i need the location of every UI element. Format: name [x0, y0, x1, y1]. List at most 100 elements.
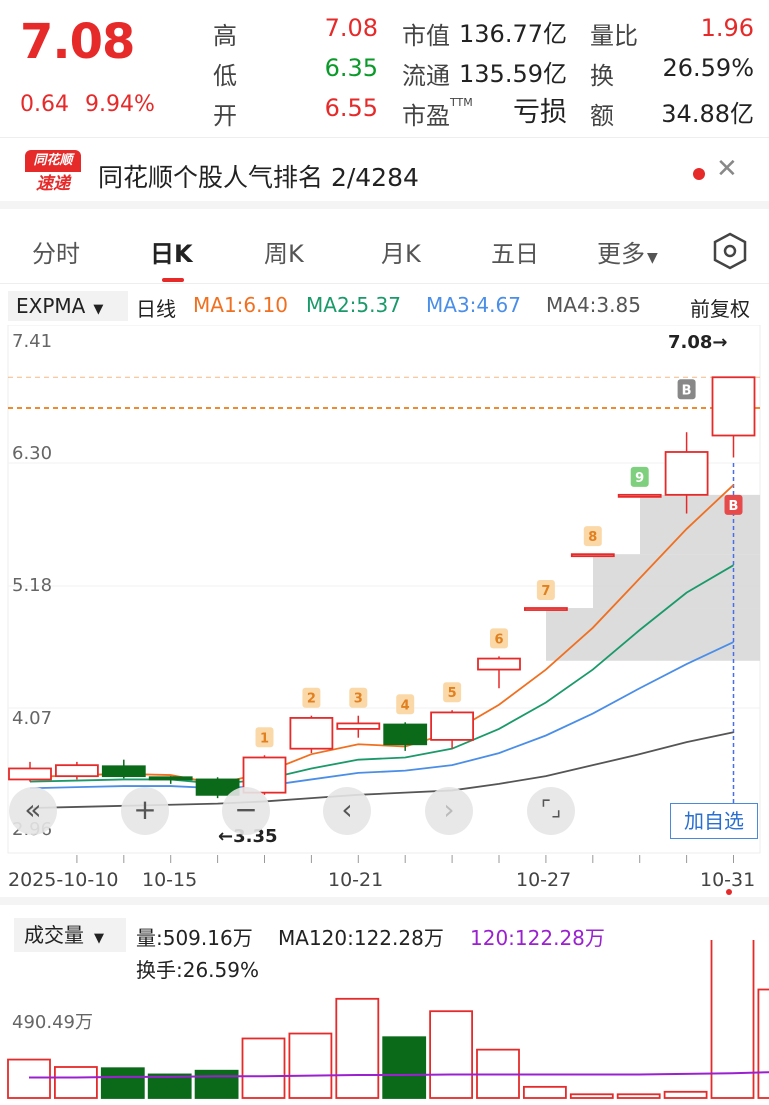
- volume-ratio-label: 量比: [590, 22, 638, 50]
- candle-body: [430, 711, 475, 741]
- candle-body: [524, 607, 568, 611]
- high-price-marker: 7.08→: [668, 332, 728, 353]
- volume-bar: [710, 940, 755, 1099]
- volume-bar: [335, 997, 380, 1099]
- candle-body: [477, 657, 521, 671]
- y-tick-label: 6.30: [12, 443, 53, 464]
- high-value: 7.08: [324, 14, 378, 42]
- signal-marker-label: B: [682, 383, 692, 398]
- close-icon[interactable]: ✕: [716, 154, 738, 184]
- signal-marker-label: 7: [541, 584, 550, 599]
- volume-chart[interactable]: 490.49万: [0, 940, 769, 1105]
- ma1-label: MA1:6.10: [193, 293, 288, 317]
- signal-marker-label: 6: [494, 632, 503, 647]
- volume-bar: [523, 1085, 567, 1099]
- period-tabs: 分时 日K 周K 月K 五日 更多 ▼: [0, 218, 769, 284]
- candle-body: [664, 451, 709, 496]
- ma2-label: MA2:5.37: [306, 293, 401, 317]
- tab-monthly-k[interactable]: 月K: [381, 240, 421, 268]
- signal-marker-label: 4: [401, 698, 410, 713]
- market-cap-label: 市值: [402, 22, 450, 50]
- volume-ma120: MA120:122.28万: [278, 926, 444, 950]
- dropdown-triangle-icon: ▼: [93, 302, 104, 317]
- float-cap-label: 流通: [402, 62, 450, 90]
- candle-body: [55, 764, 99, 778]
- add-watchlist-button[interactable]: 加自选: [670, 803, 758, 839]
- dropdown-triangle-icon: ▼: [647, 250, 658, 266]
- quote-header: 7.08 0.64 9.94% 高 7.08 低 6.35 开 6.55 市值 …: [0, 0, 769, 135]
- active-tab-indicator: [162, 278, 184, 282]
- signal-marker: [490, 628, 508, 649]
- tab-intraday[interactable]: 分时: [32, 240, 80, 268]
- volume-bar: [382, 1036, 427, 1099]
- signal-marker: [443, 682, 462, 703]
- volume-bar: [757, 988, 769, 1099]
- candle-body: [711, 376, 756, 437]
- signal-marker-label: 9: [635, 471, 644, 486]
- latest-date-dot-icon: [726, 889, 732, 895]
- y-tick-label: 5.18: [12, 575, 53, 596]
- candle-body: [8, 767, 52, 781]
- plus-icon[interactable]: +: [121, 787, 169, 835]
- resistance-zone: [546, 608, 760, 661]
- volume-ratio-value: 1.96: [700, 14, 754, 42]
- signal-marker: [536, 580, 555, 601]
- signal-marker: [724, 494, 743, 515]
- ma4-label: MA4:3.85: [546, 293, 641, 317]
- adjust-mode[interactable]: 前复权: [690, 297, 750, 321]
- volume-selector[interactable]: 成交量 ▼: [14, 918, 126, 952]
- chevron-right-icon[interactable]: ›: [425, 787, 473, 835]
- tab-five-day[interactable]: 五日: [491, 240, 539, 268]
- volume-bar: [569, 1093, 614, 1099]
- indicator-selector[interactable]: EXPMA ▼: [8, 291, 128, 321]
- volume-value: 量:509.16万: [136, 926, 253, 950]
- volume-ma120-alt: 120:122.28万: [470, 926, 605, 950]
- signal-marker: [583, 526, 602, 547]
- open-value: 6.55: [324, 94, 378, 122]
- volume-ma120-line: [29, 1071, 769, 1079]
- volume-bar: [663, 1090, 708, 1099]
- candle-body: [617, 493, 662, 498]
- hexagon-settings-icon[interactable]: [712, 232, 748, 270]
- candle-body: [101, 765, 146, 778]
- volume-bar: [194, 1069, 239, 1099]
- x-tick-label: 2025-10-10: [8, 869, 119, 891]
- popularity-banner[interactable]: 同花顺 速递 同花顺个股人气排名 2/4284 ✕: [0, 137, 769, 209]
- candlestick-svg: 1 2 3 4 5 6 7 8 9 B B: [7, 325, 761, 854]
- low-label: 低: [213, 62, 237, 90]
- tab-daily-k[interactable]: 日K: [150, 240, 193, 268]
- high-label: 高: [213, 22, 237, 50]
- signal-marker: [255, 727, 274, 748]
- signal-marker: [677, 379, 696, 400]
- candle-body: [336, 722, 381, 730]
- low-value: 6.35: [324, 54, 378, 82]
- ma2-line: [29, 564, 734, 785]
- signal-marker-label: 1: [260, 731, 269, 746]
- fullscreen-icon[interactable]: ⌜⌟: [527, 787, 575, 835]
- pe-label: 市盈TTM: [402, 96, 473, 130]
- ma1-line: [29, 484, 735, 785]
- volume-bar: [7, 1058, 51, 1099]
- double-left-icon[interactable]: «: [9, 787, 57, 835]
- signal-marker: [349, 687, 368, 708]
- y-tick-label: 4.07: [12, 708, 53, 729]
- tab-weekly-k[interactable]: 周K: [264, 240, 304, 268]
- turnover-value: 26.59%: [662, 54, 754, 82]
- volume-bar: [616, 1093, 661, 1099]
- pe-value: 亏损: [513, 97, 567, 128]
- amount-label: 额: [590, 102, 614, 130]
- minus-icon[interactable]: −: [222, 787, 270, 835]
- price-change-pct: 9.94%: [85, 92, 155, 117]
- popularity-rank-text[interactable]: 同花顺个股人气排名 2/4284: [98, 163, 419, 192]
- volume-bar: [241, 1037, 286, 1099]
- tab-more[interactable]: 更多 ▼: [597, 240, 658, 268]
- price-change: 0.64: [20, 92, 69, 117]
- x-tick-label: 10-15: [142, 869, 198, 891]
- volume-bar: [54, 1066, 98, 1099]
- float-cap-value: 135.59亿: [459, 60, 567, 88]
- amount-value: 34.88亿: [661, 100, 754, 128]
- signal-marker-label: 3: [354, 692, 363, 707]
- dropdown-triangle-icon: ▼: [94, 931, 104, 946]
- chevron-left-icon[interactable]: ‹: [323, 787, 371, 835]
